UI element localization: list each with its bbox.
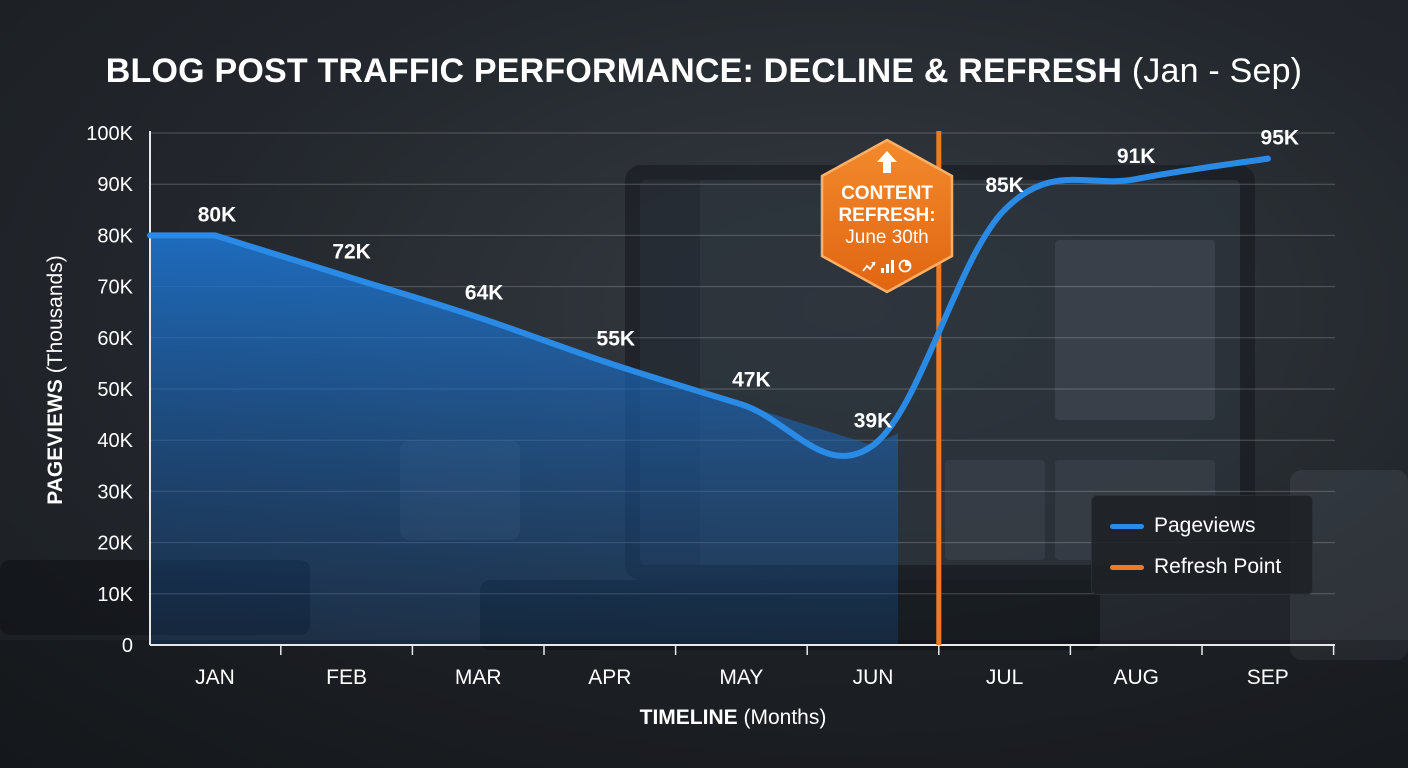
y-axis-label: PAGEVIEWS (Thousands) [44,255,68,504]
y-tick-label: 50K [97,379,133,401]
y-tick-label: 100K [86,123,133,145]
badge-icons [862,259,912,273]
data-point [606,360,613,367]
chart-title: BLOG POST TRAFFIC PERFORMANCE: DECLINE &… [0,52,1408,91]
x-tick-label: MAY [719,666,763,689]
data-label: 85K [985,174,1024,197]
x-axis-label: TIMELINE (Months) [0,706,1408,730]
badge-line-2: REFRESH: [838,205,936,226]
legend-swatch-pageviews [1110,523,1144,529]
legend-item-refresh: Refresh Point [1110,555,1281,579]
x-tick-label: JAN [195,666,235,689]
badge-line-1: CONTENT [841,183,933,204]
x-axis-label-main: TIMELINE [639,706,738,729]
trend-up-icon [862,261,876,272]
legend: Pageviews Refresh Point [1091,495,1313,595]
x-tick-label: MAR [455,666,502,689]
y-tick-label: 80K [97,225,133,247]
data-point [1133,176,1140,183]
data-label: 95K [1261,127,1300,150]
x-tick-label: JUN [853,666,894,689]
data-label: 80K [198,203,237,226]
x-axis-label-unit: (Months) [743,706,827,729]
x-tick-label: FEB [326,666,367,689]
pie-chart-icon [898,259,912,273]
badge-line-3: June 30th [845,227,929,248]
legend-label-pageviews: Pageviews [1154,514,1256,537]
content-refresh-badge: CONTENT REFRESH: June 30th [818,136,956,296]
y-axis-label-unit: (Thousands) [44,255,67,374]
x-tick-labels: JAN FEB MAR APR MAY JUN JUL AUG SEP [195,666,1289,689]
data-label: 55K [597,327,636,350]
series-line-pageviews [147,155,1271,459]
x-tick-label: AUG [1113,666,1159,689]
x-tick-label: SEP [1247,666,1289,689]
x-tick-label: APR [588,666,631,689]
data-point [475,314,482,321]
y-tick-label: 30K [97,481,133,503]
y-tick-labels: 0 10K 20K 30K 40K 50K 60K 70K 80K 90K 100K [86,123,133,657]
data-label: 72K [332,240,371,263]
badge-hexagon [820,138,954,294]
y-tick-label: 20K [97,533,133,555]
axis-layer [149,131,1335,655]
data-label: 47K [732,368,771,391]
y-tick-label: 10K [97,584,133,606]
y-tick-label: 90K [97,174,133,196]
data-point [870,442,876,449]
y-tick-label: 40K [97,430,133,452]
data-label: 64K [465,281,504,304]
legend-label-refresh: Refresh Point [1154,555,1282,578]
y-tick-label: 70K [97,277,133,299]
data-label: 91K [1117,145,1156,168]
data-point [738,401,745,408]
data-point [1264,155,1271,162]
bar-chart-icon [881,260,894,273]
chart-title-sub: (Jan - Sep) [1131,52,1303,90]
data-point [1001,206,1008,213]
legend-item-pageviews: Pageviews [1110,514,1256,538]
area-fill [150,235,898,645]
y-tick-label: 60K [97,328,133,350]
data-point [212,232,218,239]
data-point [343,273,350,280]
data-labels: 80K 72K 64K 55K 47K 39K 85K 91K 95K [198,127,1299,433]
data-label: 39K [854,409,893,432]
badge-text: CONTENT REFRESH: June 30th [818,183,956,249]
chart-title-main: BLOG POST TRAFFIC PERFORMANCE: DECLINE &… [105,52,1123,90]
y-axis-label-main: PAGEVIEWS [44,379,67,505]
area-layer [150,235,898,645]
arrow-up-icon [877,151,897,173]
legend-swatch-refresh [1110,564,1144,570]
x-tick-label: JUL [986,666,1023,689]
line-layer [147,155,1271,459]
y-tick-label: 0 [122,635,133,657]
